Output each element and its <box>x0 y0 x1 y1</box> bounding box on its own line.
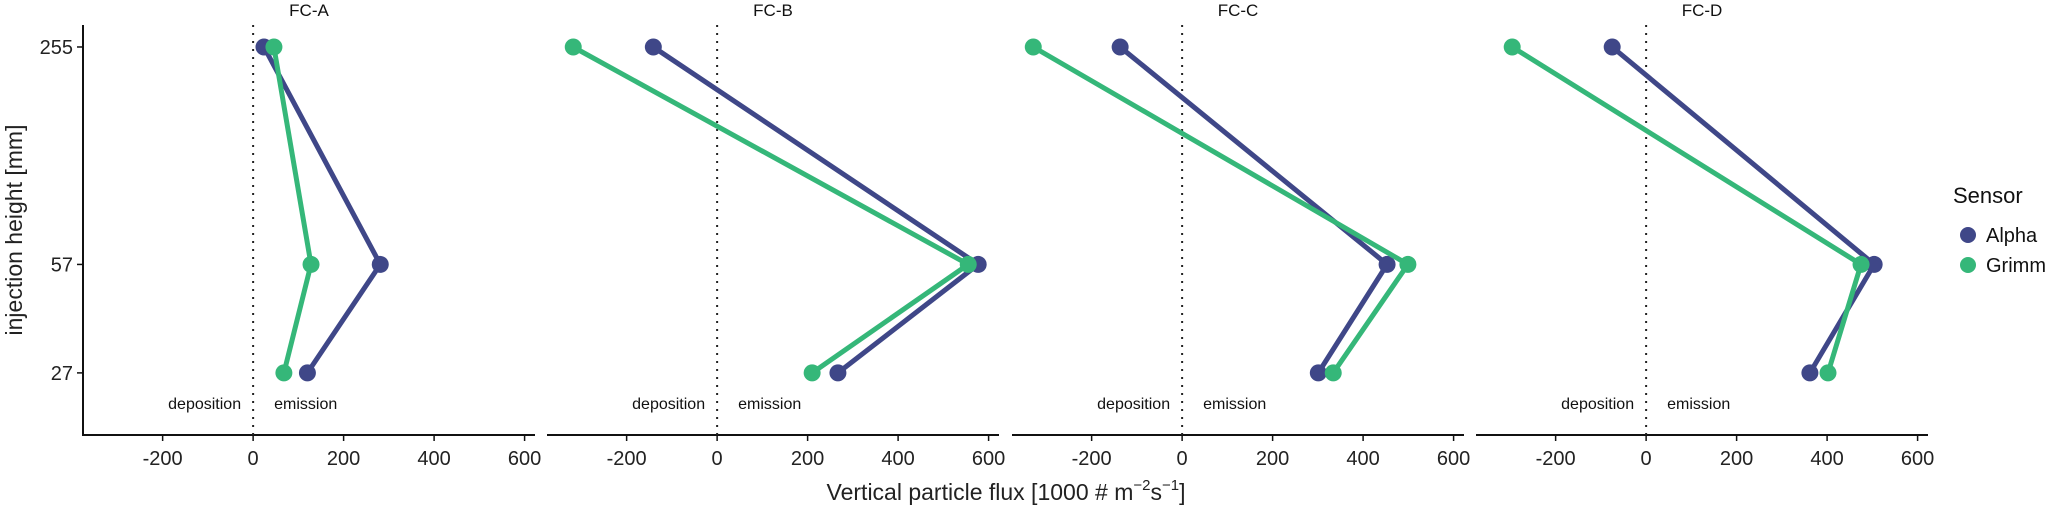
x-tick-label: 600 <box>972 448 1005 470</box>
annotation-deposition: deposition <box>1097 396 1170 413</box>
annotation-deposition: deposition <box>632 396 705 413</box>
x-tick-label: 400 <box>417 448 450 470</box>
data-point-alpha <box>1309 364 1327 382</box>
y-tick-label: 27 <box>51 363 73 385</box>
x-axis-title-main: Vertical particle flux [1000 # m <box>827 479 1134 505</box>
data-point-grimm <box>1399 255 1417 273</box>
x-tick-label: -200 <box>143 448 183 470</box>
series-line-alpha <box>651 44 981 375</box>
series-line-alpha <box>1118 45 1390 375</box>
data-point-alpha <box>644 38 662 56</box>
data-point-grimm <box>959 255 977 273</box>
series-line-alpha <box>1610 45 1877 375</box>
data-point-grimm <box>1852 255 1870 273</box>
data-point-alpha <box>298 364 316 382</box>
x-tick-label: -200 <box>607 448 647 470</box>
facet-panel-fc-d: FC-D -200 0 200 400 600 deposition emission <box>1476 1 1934 470</box>
legend: Sensor Alpha Grimm <box>1953 183 2046 277</box>
data-point-grimm <box>275 364 293 382</box>
annotation-deposition: deposition <box>1561 396 1634 413</box>
x-tick-label: 0 <box>712 448 723 470</box>
x-axis-title: Vertical particle flux [1000 # m−2s−1] <box>827 477 1186 505</box>
data-point-alpha <box>1603 38 1621 56</box>
x-tick-label: 400 <box>881 448 914 470</box>
legend-title: Sensor <box>1953 183 2023 208</box>
legend-swatch-alpha <box>1960 227 1976 243</box>
x-axis-title-sup2: −1 <box>1162 477 1179 494</box>
data-point-grimm <box>1819 364 1837 382</box>
facet-title: FC-A <box>289 1 329 20</box>
data-point-alpha <box>1865 255 1883 273</box>
facet-title: FC-C <box>1218 1 1259 20</box>
data-point-grimm <box>265 38 283 56</box>
x-tick-label: 0 <box>1641 448 1652 470</box>
data-point-alpha <box>371 255 389 273</box>
annotation-emission: emission <box>738 396 801 413</box>
x-tick-label: 600 <box>508 448 541 470</box>
facet-title: FC-D <box>1682 1 1723 20</box>
facet-panel-fc-a: FC-A -200 0 200 400 600 deposition emission <box>83 1 541 470</box>
series-line-grimm <box>571 44 971 375</box>
x-axis-title-mid: s <box>1150 479 1162 505</box>
y-tick-label: 57 <box>51 254 73 276</box>
annotation-deposition: deposition <box>168 396 241 413</box>
x-tick-label: 400 <box>1810 448 1843 470</box>
data-point-grimm <box>1024 38 1042 56</box>
x-axis-title-end: ] <box>1179 479 1185 505</box>
x-tick-label: 600 <box>1437 448 1470 470</box>
data-point-grimm <box>302 255 320 273</box>
annotation-emission: emission <box>1667 396 1730 413</box>
x-tick-label: -200 <box>1072 448 1112 470</box>
data-point-alpha <box>829 364 847 382</box>
facet-panel-fc-c: FC-C -200 0 200 400 600 deposition emission <box>1012 1 1470 470</box>
legend-label-grimm: Grimm <box>1986 255 2046 277</box>
x-tick-label: 400 <box>1346 448 1379 470</box>
data-point-alpha <box>1801 364 1819 382</box>
data-point-grimm <box>1503 38 1521 56</box>
data-point-grimm <box>564 38 582 56</box>
annotation-emission: emission <box>274 396 337 413</box>
facet-panel-fc-b: FC-B -200 0 200 400 600 deposition emission <box>547 1 1005 470</box>
x-axis-title-sup1: −2 <box>1133 477 1150 494</box>
x-tick-label: 200 <box>1256 448 1289 470</box>
x-tick-label: 600 <box>1901 448 1934 470</box>
y-axis-title: injection height [mm] <box>1 125 27 336</box>
y-tick-label: 255 <box>40 37 73 59</box>
legend-label-alpha: Alpha <box>1986 225 2038 247</box>
annotation-emission: emission <box>1203 396 1266 413</box>
data-point-alpha <box>1378 255 1396 273</box>
x-tick-label: -200 <box>1536 448 1576 470</box>
y-axis: 255 57 27 <box>40 25 84 436</box>
data-point-grimm <box>803 364 821 382</box>
data-point-alpha <box>1111 38 1129 56</box>
data-point-grimm <box>1324 364 1342 382</box>
x-tick-label: 200 <box>791 448 824 470</box>
facet-title: FC-B <box>753 1 793 20</box>
legend-swatch-grimm <box>1960 257 1976 273</box>
x-tick-label: 0 <box>1177 448 1188 470</box>
x-tick-label: 200 <box>327 448 360 470</box>
x-tick-label: 200 <box>1720 448 1753 470</box>
x-tick-label: 0 <box>248 448 259 470</box>
